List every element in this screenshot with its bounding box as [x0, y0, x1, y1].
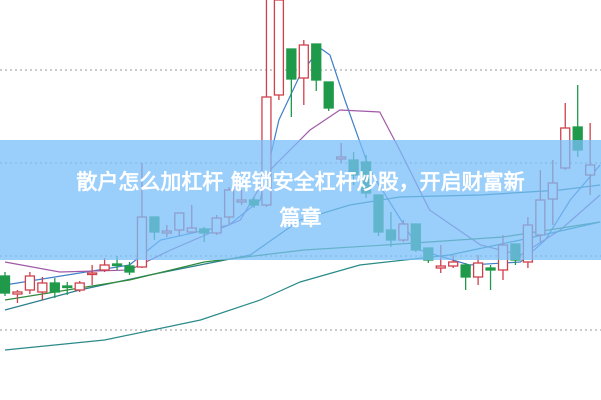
candle-down	[49, 282, 60, 293]
candle-down	[323, 81, 334, 109]
title-banner: 散户怎么加杠杆 解锁安全杠杆炒股，开启财富新 篇章	[0, 140, 601, 260]
candle-down	[0, 275, 11, 294]
candle-up	[448, 261, 459, 267]
banner-title-line2: 篇章	[279, 206, 322, 230]
candle-down	[124, 265, 135, 273]
candle-up	[24, 275, 36, 291]
candle-up	[472, 262, 484, 278]
candle-down	[311, 43, 322, 81]
candle-up	[435, 265, 446, 269]
candle-up	[99, 264, 110, 271]
candle-up	[37, 282, 48, 293]
candle-down	[460, 264, 471, 278]
candle-up	[12, 291, 23, 295]
candle-up	[298, 44, 309, 79]
candle-down	[286, 48, 297, 80]
candle-down	[485, 267, 496, 271]
candle-up	[74, 282, 85, 291]
candle-down	[62, 285, 73, 289]
candle-up	[87, 272, 98, 276]
candle-down	[111, 263, 123, 267]
candle-up	[273, 0, 285, 96]
banner-title-line1: 散户怎么加杠杆 解锁安全杠杆炒股，开启财富新	[76, 170, 525, 194]
